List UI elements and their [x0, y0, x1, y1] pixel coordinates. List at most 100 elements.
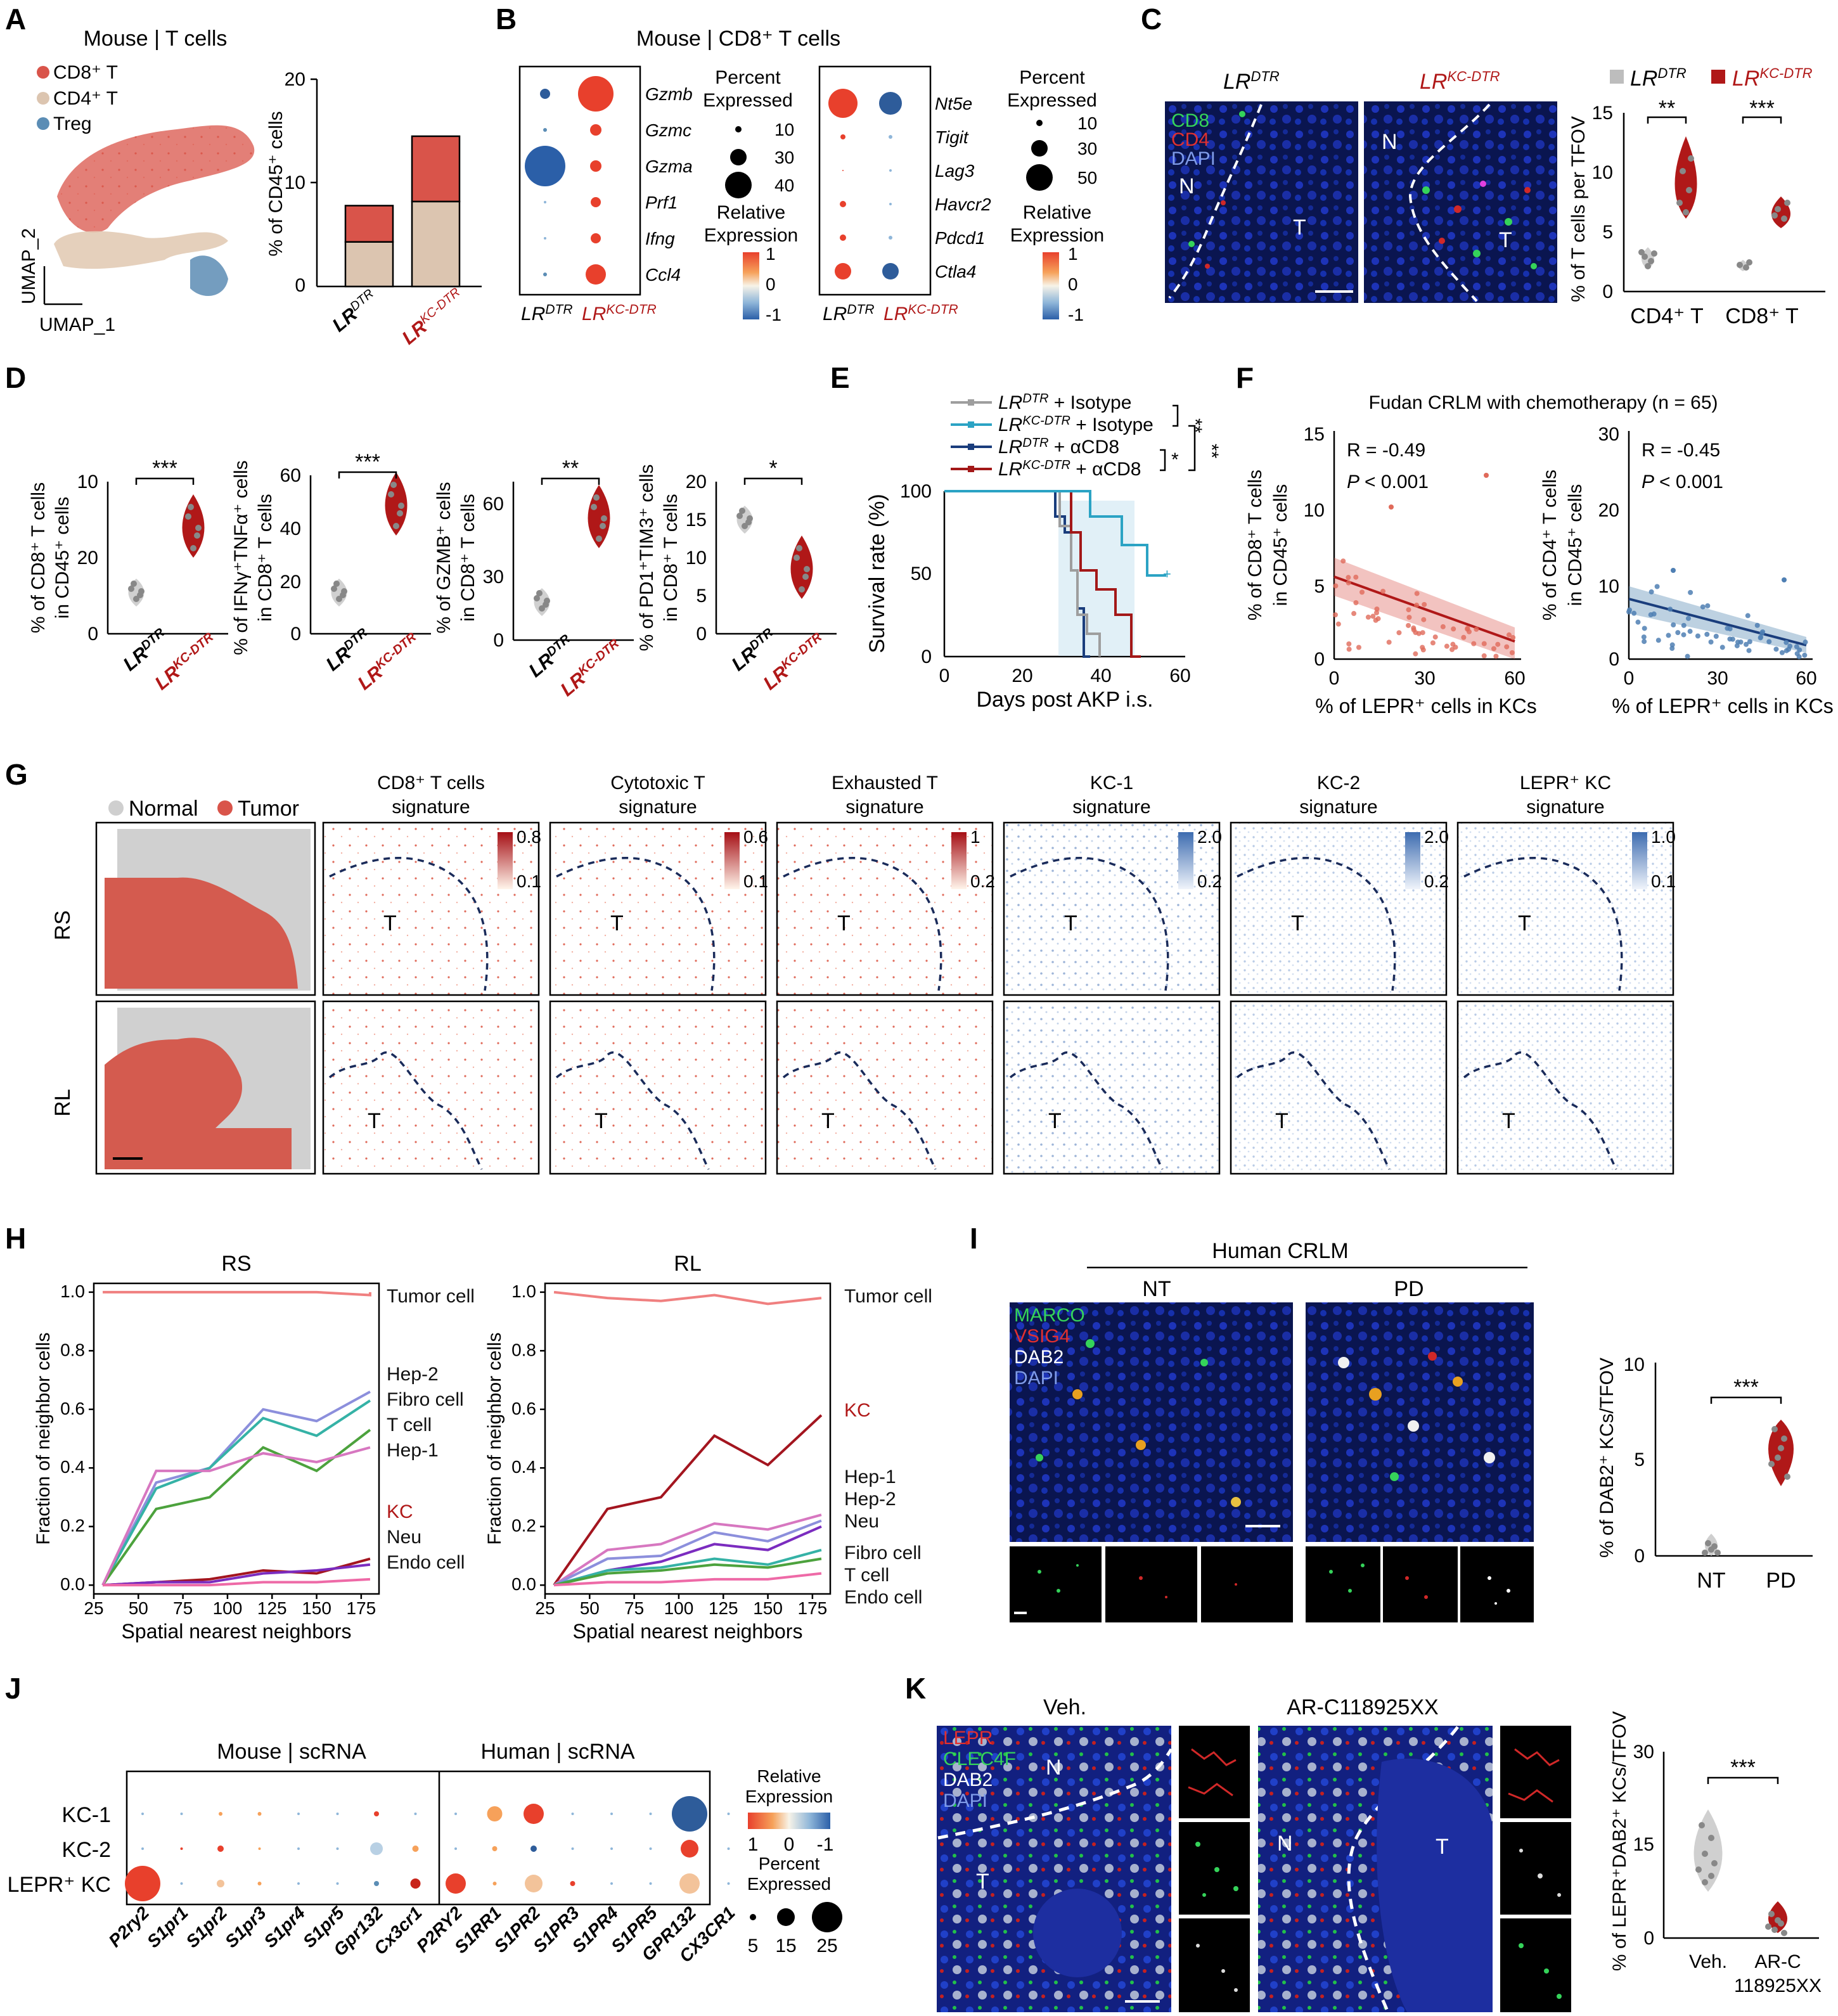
G-col-title1: Exhausted T — [832, 773, 938, 793]
G-T-RS: T — [383, 911, 397, 935]
C-point — [1676, 200, 1683, 206]
H-RL-label: Endo cell — [844, 1587, 922, 1608]
E-legend-name: LR — [998, 414, 1022, 435]
panel-C: C LRDTR LRKC-DTR CD8 CD4 DAPI N T N T LR… — [1141, 3, 1825, 328]
J-gene-S1pr4: S1pr4 — [260, 1903, 309, 1951]
I-stain-marco: MARCO — [1014, 1305, 1085, 1326]
F-left-point — [1422, 601, 1427, 607]
H-RL-label: Tumor cell — [844, 1286, 932, 1307]
A-bar-0-0 — [344, 241, 394, 288]
K-point — [1699, 1822, 1705, 1828]
F-left-point — [1474, 626, 1479, 632]
G-col-5: LEPR⁺ KC signature T T 1.0 0.1 — [1456, 773, 1676, 1175]
E-sig3: ** — [1201, 444, 1222, 459]
F-left-point — [1333, 583, 1339, 589]
B-rt6: -1 — [1068, 305, 1084, 324]
D-point — [138, 588, 145, 594]
E-legend-sup: DTR — [1022, 392, 1048, 406]
J-dot-Gpr132-0 — [374, 1811, 379, 1816]
D-point — [397, 510, 403, 517]
G-boundary-RL — [1009, 1051, 1164, 1170]
F-l-yt2: 10 — [1304, 500, 1325, 521]
E-yt0: 0 — [921, 646, 932, 667]
D-ytick: 40 — [280, 518, 301, 539]
J-dot-S1PR5-2 — [649, 1882, 652, 1885]
J-pct1: 15 — [775, 1936, 796, 1956]
H-RS-label: KC — [387, 1501, 413, 1522]
G-T-RS: T — [610, 911, 624, 935]
J-dot-CX3CR1-1 — [727, 1847, 730, 1850]
H-ytick-label: 1.0 — [511, 1281, 536, 1301]
B-dot-Pdcd1-dtr — [840, 234, 846, 241]
D-point — [742, 523, 748, 529]
F-left-point — [1420, 645, 1425, 650]
F-right-point — [1671, 568, 1676, 573]
G-boundary-RS — [1463, 857, 1623, 991]
C-point — [1651, 250, 1657, 257]
C-point — [1771, 212, 1778, 219]
J-dot-P2ry2-1 — [141, 1847, 144, 1850]
F-right-point — [1773, 646, 1779, 652]
H-series-RS-Hep-2 — [101, 1390, 371, 1586]
K-N1: N — [1046, 1756, 1062, 1780]
J-dot-S1pr3-0 — [257, 1812, 262, 1816]
E-legend-sup: KC-DTR — [1022, 458, 1070, 472]
J-dot-S1pr1-0 — [180, 1813, 183, 1815]
D-point — [195, 525, 202, 531]
K-point — [1711, 1860, 1718, 1866]
E-legend-rest: + Isotype — [1048, 392, 1131, 413]
D-sig-bracket — [338, 471, 397, 478]
H-ytick-label: 0.6 — [60, 1399, 85, 1418]
K-point — [1771, 1927, 1778, 1933]
F-right-point — [1671, 622, 1676, 627]
F-right-point — [1746, 648, 1752, 653]
B-gene-Ccl4: Ccl4 — [645, 265, 681, 285]
A-legend-cd4: CD4⁺ T — [53, 88, 118, 109]
D-ytick: 60 — [483, 494, 504, 515]
K-yt1: 15 — [1633, 1834, 1654, 1855]
K-ylabel: % of LEPR⁺DAB2⁺ KCs/TFOV — [1609, 1711, 1630, 1971]
H-ylabel-RS: Fraction of neighbor cells — [33, 1332, 54, 1544]
G-T-RL: T — [821, 1109, 835, 1133]
G-col-title1: CD8⁺ T cells — [377, 773, 485, 793]
B-gene-Nt5e: Nt5e — [935, 94, 972, 113]
B-gene-Tigit: Tigit — [935, 127, 969, 147]
J-gene-P2ry2: P2ry2 — [105, 1903, 153, 1951]
G-legend-normal: Normal — [129, 797, 198, 821]
I-point — [1702, 1550, 1708, 1556]
B-pct1-b: 30 — [774, 148, 794, 167]
D-point — [188, 504, 194, 510]
K-yt0: 0 — [1643, 1928, 1654, 1949]
J-dot-S1RR1-0 — [487, 1806, 503, 1821]
F-left-point — [1365, 614, 1371, 620]
F-left-point — [1396, 630, 1402, 636]
F-left-point — [1346, 575, 1351, 581]
B-x2b: LRKC-DTR — [884, 302, 958, 324]
F-left-point — [1416, 631, 1422, 636]
F-right-point — [1675, 630, 1681, 636]
E-legend-marker — [968, 444, 974, 450]
C-N2: N — [1382, 130, 1398, 154]
F-r-r: R = -0.45 — [1642, 440, 1720, 461]
F-left-point — [1449, 646, 1455, 652]
G-boundary-RL — [1236, 1051, 1391, 1170]
E-sig2: * — [1171, 449, 1179, 470]
K-col-veh: Veh. — [1043, 1695, 1086, 1719]
H-ytick-label: 0.8 — [60, 1340, 85, 1359]
C-x-cd8: CD8⁺ T — [1725, 304, 1799, 328]
F-left-point — [1504, 644, 1510, 650]
J-rt1: 0 — [784, 1834, 795, 1855]
B-dot-Havcr2-dtr — [840, 201, 846, 207]
I-point — [1705, 1540, 1711, 1546]
D-violin-kcdtr — [182, 494, 205, 558]
F-right-point — [1782, 577, 1787, 582]
J-dot-S1PR4-1 — [610, 1847, 613, 1850]
E-legend-2: LRDTR + αCD8 — [998, 436, 1119, 458]
C-yt2: 10 — [1592, 162, 1613, 183]
G-colorbar — [1405, 832, 1420, 889]
H-xtick-label: 50 — [580, 1598, 600, 1618]
I-sig: *** — [1733, 1375, 1759, 1399]
G-col-3: KC-1 signature T T 2.0 0.2 — [1003, 773, 1222, 1175]
